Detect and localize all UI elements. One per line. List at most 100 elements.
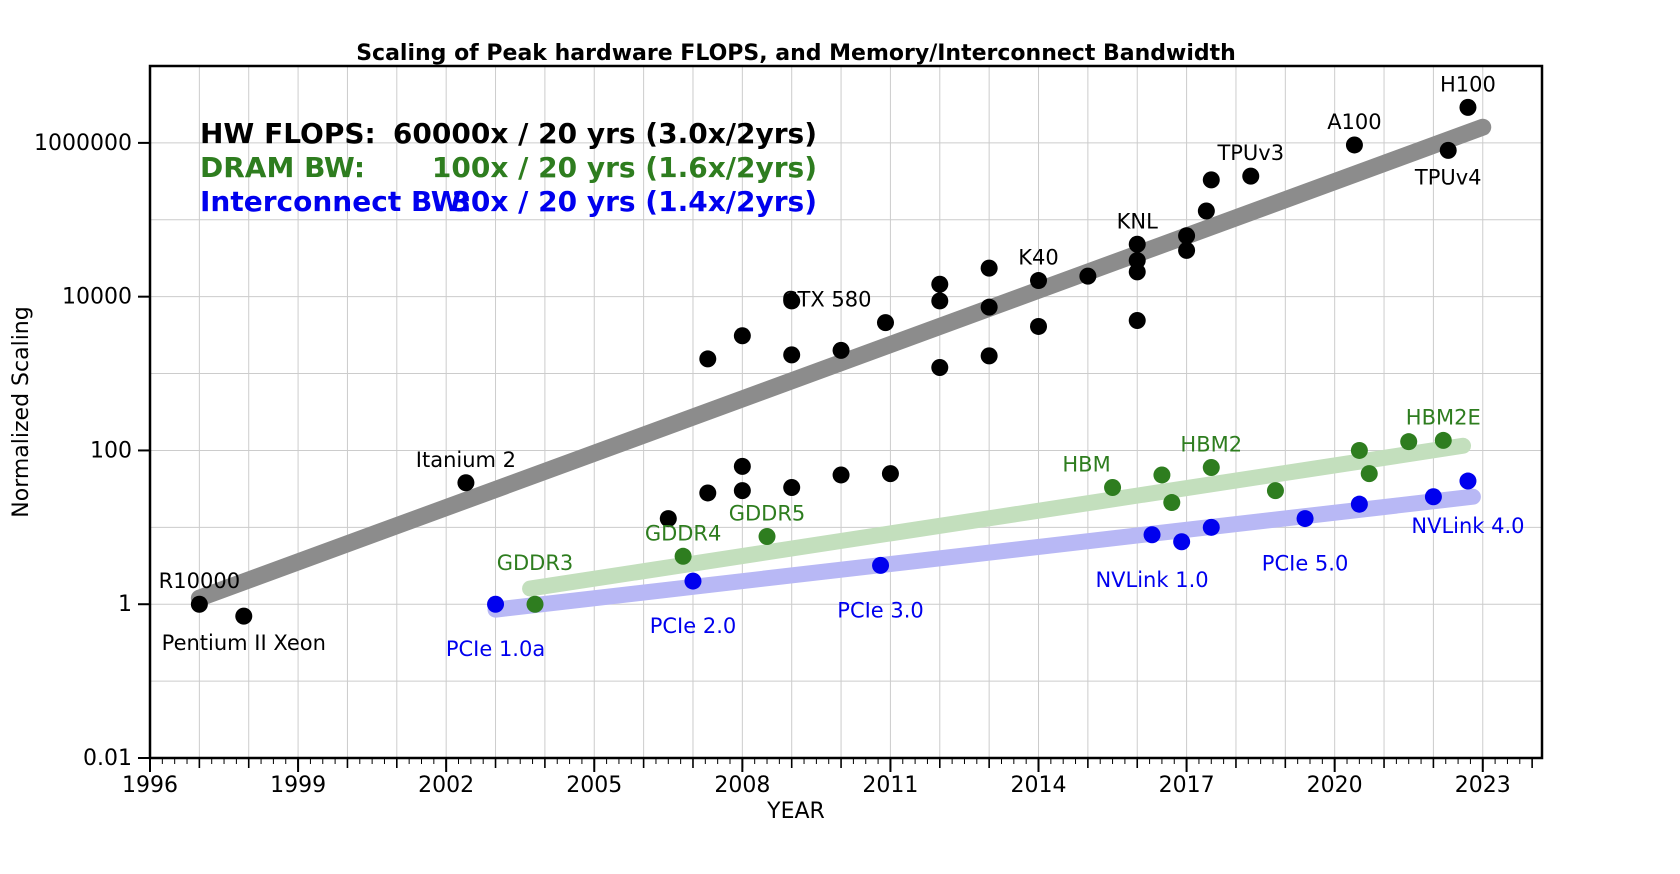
point-label: R10000 <box>159 569 240 593</box>
data-point <box>1439 141 1457 159</box>
point-label: Pentium II Xeon <box>162 631 326 655</box>
point-label: TPUv3 <box>1216 141 1284 165</box>
data-point <box>876 314 894 332</box>
data-point <box>487 595 505 613</box>
data-point <box>1197 202 1215 220</box>
data-point <box>1350 441 1368 459</box>
data-point <box>1178 241 1196 259</box>
point-label: KNL <box>1117 209 1158 233</box>
data-point <box>1266 482 1284 500</box>
data-point <box>235 607 253 625</box>
data-point <box>1459 98 1477 116</box>
data-point <box>1400 433 1418 451</box>
data-point <box>1296 510 1314 528</box>
data-point <box>783 292 801 310</box>
x-tick-label: 2002 <box>418 773 474 798</box>
x-tick-label: 2008 <box>714 773 770 798</box>
point-label: PCIe 1.0a <box>446 637 545 661</box>
data-point <box>1079 267 1097 285</box>
x-axis-ticks: 1996 1999 2002 2005 2008 2011 2014 2017 2020 2023 <box>122 758 1511 798</box>
point-label: Itanium 2 <box>416 448 516 472</box>
point-label: PCIe 5.0 <box>1262 552 1349 576</box>
point-label: PCIe 2.0 <box>650 614 737 638</box>
data-point <box>526 595 544 613</box>
data-point <box>931 292 949 310</box>
data-point <box>699 350 717 368</box>
point-label: NVLink 1.0 <box>1095 568 1208 592</box>
x-axis-label: YEAR <box>766 799 825 824</box>
x-tick-label: 2011 <box>862 773 918 798</box>
y-tick-label: 1 <box>118 592 132 617</box>
data-point <box>1128 235 1146 253</box>
trend-line-0 <box>190 118 1492 607</box>
data-point <box>1202 459 1220 477</box>
data-point <box>872 556 890 574</box>
data-point <box>980 259 998 277</box>
x-tick-label: 2014 <box>1011 773 1067 798</box>
data-point <box>659 510 677 528</box>
data-point <box>1202 171 1220 189</box>
data-point <box>758 527 776 545</box>
data-point <box>1030 272 1048 290</box>
point-label: K40 <box>1018 246 1059 270</box>
x-tick-label: 1996 <box>122 773 178 798</box>
data-point <box>733 457 751 475</box>
data-point <box>980 298 998 316</box>
point-label: TPUv4 <box>1414 165 1482 189</box>
data-point <box>684 572 702 590</box>
x-tick-label: 2023 <box>1455 773 1511 798</box>
data-point <box>832 341 850 359</box>
data-point <box>733 327 751 345</box>
data-point <box>931 358 949 376</box>
point-label: H100 <box>1440 72 1496 96</box>
data-point <box>1345 136 1363 154</box>
data-point <box>1143 526 1161 544</box>
data-points <box>190 98 1477 625</box>
data-point <box>1424 488 1442 506</box>
data-point <box>1153 466 1171 484</box>
data-point <box>1178 227 1196 245</box>
point-label: GDDR5 <box>729 501 806 525</box>
data-point <box>1104 478 1122 496</box>
point-label: HBM <box>1062 452 1110 476</box>
data-point <box>1242 167 1260 185</box>
plot-frame <box>148 64 1544 760</box>
point-label: A100 <box>1327 110 1381 134</box>
legend-label: DRAM BW: <box>200 151 365 184</box>
legend-value: 100x / 20 yrs (1.6x/2yrs) <box>432 151 817 184</box>
x-tick-label: 2020 <box>1307 773 1363 798</box>
y-tick-label: 100 <box>90 438 132 463</box>
legend-value: 60000x / 20 yrs (3.0x/2yrs) <box>393 117 817 150</box>
chart-title: Scaling of Peak hardware FLOPS, and Memo… <box>356 41 1236 66</box>
data-point <box>699 484 717 502</box>
data-point <box>832 466 850 484</box>
y-tick-label: 10000 <box>62 285 132 310</box>
data-point <box>733 482 751 500</box>
data-point <box>1163 494 1181 512</box>
data-point <box>1173 533 1191 551</box>
data-point <box>1128 252 1146 270</box>
data-point <box>1434 431 1452 449</box>
minor-ticks <box>149 758 1533 768</box>
point-labels: R10000 Pentium II Xeon Itanium 2 GTX 580 K40… <box>159 72 1525 661</box>
point-label: NVLink 4.0 <box>1411 514 1524 538</box>
data-point <box>1202 518 1220 536</box>
x-tick-label: 2017 <box>1159 773 1215 798</box>
point-label: HBM2E <box>1406 405 1481 429</box>
data-point <box>1128 311 1146 329</box>
legend-label: Interconnect BW: <box>200 185 472 218</box>
data-point <box>1459 472 1477 490</box>
data-point <box>931 275 949 293</box>
data-point <box>190 595 208 613</box>
data-point <box>881 465 899 483</box>
point-label: GDDR3 <box>497 551 574 575</box>
y-axis-ticks: 0.01 1 100 10000 1000000 <box>34 131 150 771</box>
data-point <box>1350 495 1368 513</box>
point-label: GDDR4 <box>645 521 722 545</box>
data-point <box>1360 465 1378 483</box>
legend-label: HW FLOPS: <box>200 117 376 150</box>
data-point <box>674 547 692 565</box>
x-tick-label: 1999 <box>270 773 326 798</box>
data-point <box>783 478 801 496</box>
